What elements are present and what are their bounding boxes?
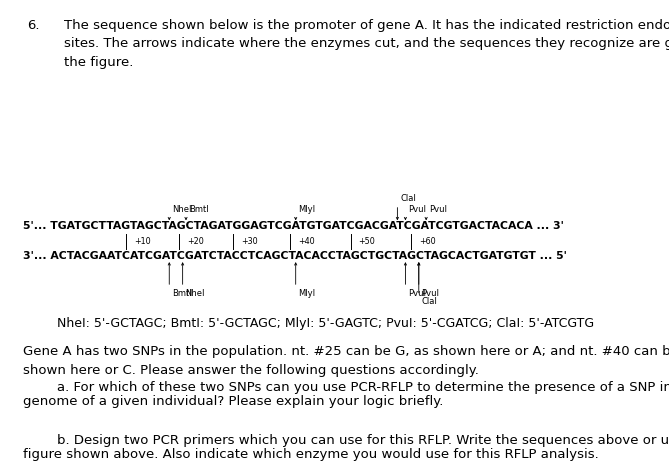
Text: PvuI: PvuI [408, 205, 426, 214]
Text: NheI: 5'-GCTAGC; BmtI: 5'-GCTAGC; MlyI: 5'-GAGTC; PvuI: 5'-CGATCG; ClaI: 5'-ATCG: NheI: 5'-GCTAGC; BmtI: 5'-GCTAGC; MlyI: … [57, 317, 594, 330]
Text: genome of a given individual? Please explain your logic briefly.: genome of a given individual? Please exp… [23, 395, 444, 408]
Text: PvuI: PvuI [421, 289, 440, 298]
Text: +30: +30 [241, 236, 258, 246]
Text: ClaI: ClaI [421, 297, 438, 306]
Text: ClaI: ClaI [400, 194, 416, 203]
Text: The sequence shown below is the promoter of gene A. It has the indicated restric: The sequence shown below is the promoter… [64, 19, 669, 69]
Text: a. For which of these two SNPs can you use PCR-RFLP to determine the presence of: a. For which of these two SNPs can you u… [23, 381, 669, 394]
Text: +50: +50 [359, 236, 375, 246]
Text: 6.: 6. [27, 19, 39, 32]
Text: BmtI: BmtI [189, 205, 209, 214]
Text: figure shown above. Also indicate which enzyme you would use for this RFLP analy: figure shown above. Also indicate which … [23, 448, 599, 461]
Text: BmtI: BmtI [172, 289, 192, 298]
Text: 5'... TGATGCTTAGTAGCTAGCTAGATGGAGTCGATGTGATCGACGATCGATCGTGACTACACA ... 3': 5'... TGATGCTTAGTAGCTAGCTAGATGGAGTCGATGT… [23, 221, 564, 231]
Text: +20: +20 [187, 236, 204, 246]
Text: MlyI: MlyI [298, 289, 316, 298]
Text: NheI: NheI [172, 205, 191, 214]
Text: Gene A has two SNPs in the population. nt. #25 can be G, as shown here or A; and: Gene A has two SNPs in the population. n… [23, 345, 669, 377]
Text: +10: +10 [134, 236, 151, 246]
Text: 3'... ACTACGAATCATCGATCGATCTACCTCAGCTACACCTAGCTGCTAGCTAGCACTGATGTGT ... 5': 3'... ACTACGAATCATCGATCGATCTACCTCAGCTACA… [23, 251, 567, 262]
Text: +40: +40 [298, 236, 315, 246]
Text: MlyI: MlyI [298, 205, 316, 214]
Text: NheI: NheI [185, 289, 205, 298]
Text: b. Design two PCR primers which you can use for this RFLP. Write the sequences a: b. Design two PCR primers which you can … [23, 434, 669, 447]
Text: PvuI: PvuI [429, 205, 447, 214]
Text: PvuI: PvuI [408, 289, 426, 298]
Text: +60: +60 [419, 236, 436, 246]
